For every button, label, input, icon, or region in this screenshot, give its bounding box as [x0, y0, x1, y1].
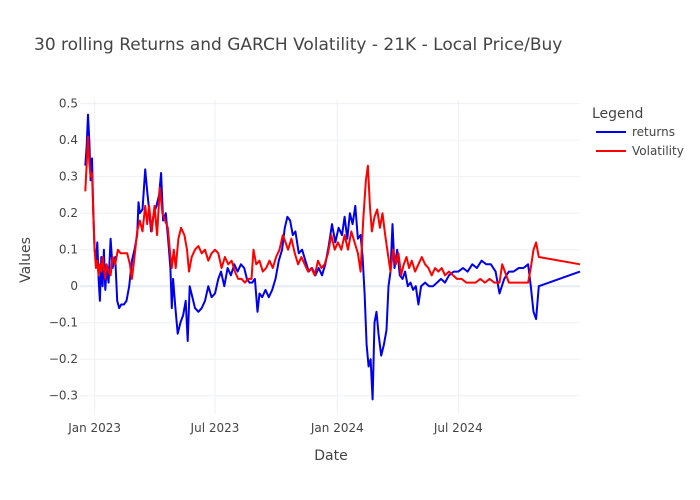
y-tick-label: 0.1 — [59, 243, 78, 257]
legend-item-returns[interactable]: returns — [596, 125, 675, 139]
x-tick-label: Jul 2023 — [190, 421, 240, 435]
series-line-volatility[interactable] — [84, 135, 581, 284]
legend-label: Volatility — [632, 144, 684, 158]
y-tick-label: −0.2 — [49, 352, 78, 366]
plot-area[interactable] — [84, 113, 581, 401]
y-tick-label: 0.4 — [59, 133, 78, 147]
y-tick-label: 0.3 — [59, 170, 78, 184]
y-tick-label: −0.3 — [49, 389, 78, 403]
y-axis-title: Values — [18, 237, 34, 283]
y-tick-label: 0.2 — [59, 206, 78, 220]
legend-title: Legend — [592, 106, 643, 122]
x-axis: Jan 2023 Jul 2023 Jan 2024 Jul 2024 — [67, 421, 483, 435]
x-tick-label: Jan 2023 — [67, 421, 121, 435]
y-tick-label: 0 — [70, 279, 78, 293]
series-line-returns[interactable] — [84, 113, 581, 401]
y-tick-label: −0.1 — [49, 316, 78, 330]
x-tick-label: Jul 2024 — [433, 421, 483, 435]
y-tick-label: 0.5 — [59, 97, 78, 111]
chart-title: 30 rolling Returns and GARCH Volatility … — [34, 35, 562, 55]
x-axis-title: Date — [314, 448, 347, 464]
legend-label: returns — [632, 125, 675, 139]
legend-item-volatility[interactable]: Volatility — [596, 144, 684, 158]
y-axis: 0.5 0.4 0.3 0.2 0.1 0 −0.1 −0.2 −0.3 — [49, 97, 78, 403]
x-tick-label: Jan 2024 — [310, 421, 364, 435]
legend[interactable]: Legend returns Volatility — [592, 106, 684, 158]
